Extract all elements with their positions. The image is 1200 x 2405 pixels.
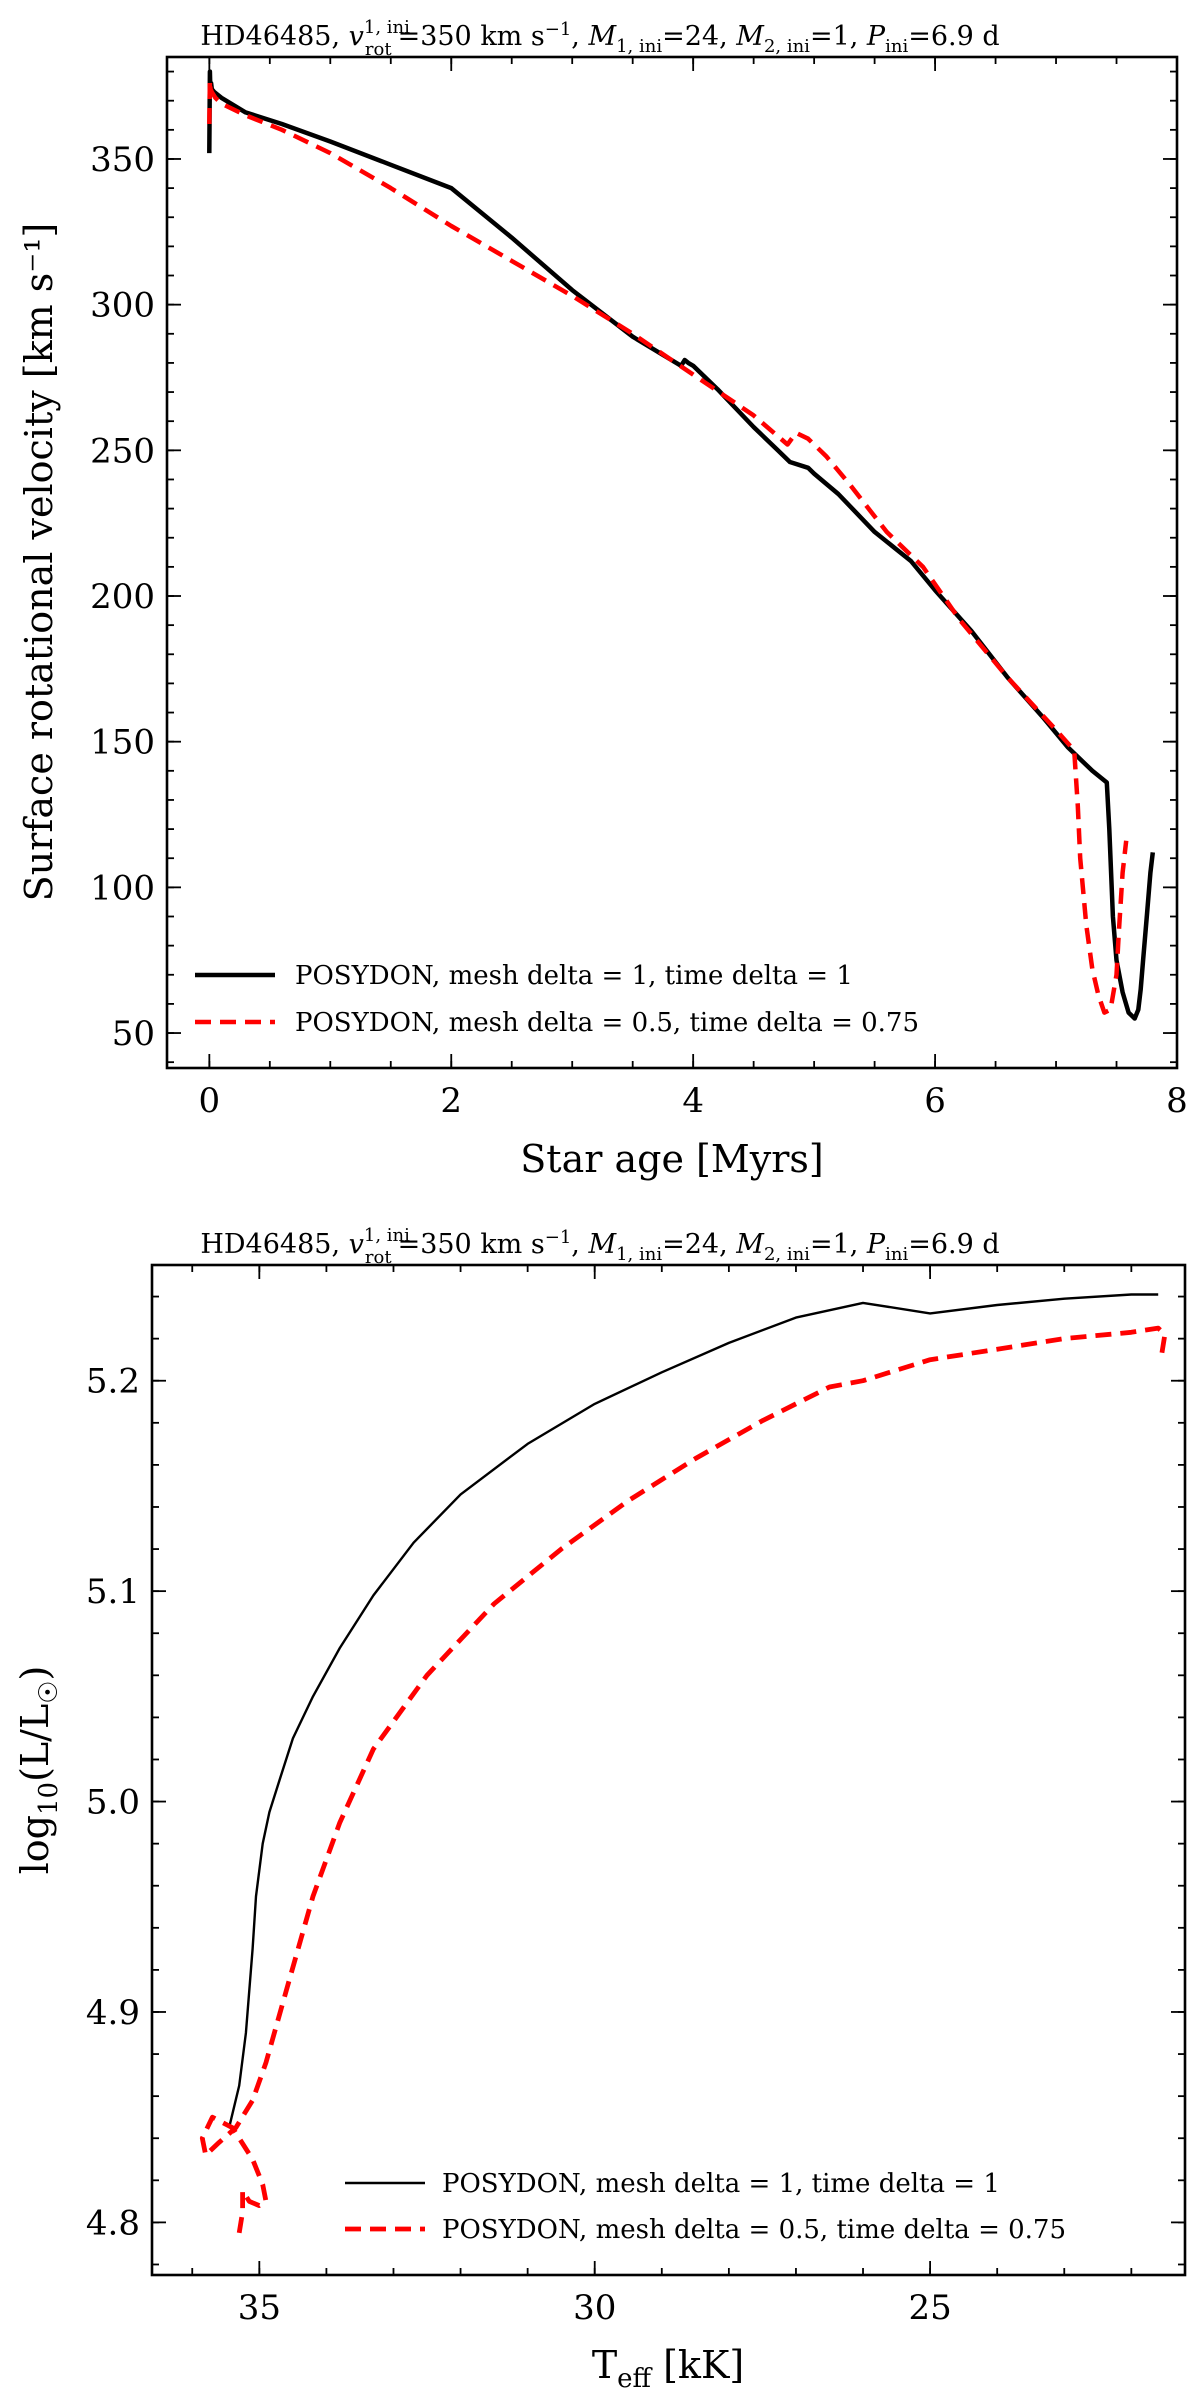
velocity-plot-frame [165,55,1179,1070]
hr-series-mesh1-time1 [227,1293,1159,2128]
hr-axis-ticks: 35 30 25 4.8 4.9 5.0 5.1 5.2 [86,1265,1185,2328]
hr-y-axis-title: log10(L/L☉) [13,1666,64,1875]
velocity-y-tick-label: 300 [90,286,155,326]
velocity-series-mesh05-time075 [207,78,1129,1015]
velocity-series-mesh1-time1 [207,69,1156,1021]
velocity-x-tick-label: 8 [1166,1081,1188,1121]
hr-legend: POSYDON, mesh delta = 1, time delta = 1 … [345,2169,1066,2245]
hr-y-tick-label: 4.9 [86,1993,140,2033]
hr-y-tick-label: 4.8 [86,2203,140,2243]
velocity-x-tick-label: 2 [440,1081,462,1121]
velocity-x-tick-label: 6 [924,1081,946,1121]
hr-x-axis-title: Teff [kK] [592,2343,744,2394]
velocity-x-axis-title: Star age [Myrs] [520,1137,823,1181]
velocity-legend-label-2: POSYDON, mesh delta = 0.5, time delta = … [295,1008,919,1038]
velocity-y-tick-label: 150 [90,723,155,763]
hr-y-tick-label: 5.1 [86,1572,140,1612]
velocity-axis-ticks: 0 2 4 6 8 50 100 150 200 250 300 350 [90,57,1188,1121]
hr-x-tick-label: 30 [573,2288,616,2328]
velocity-chart: HD46485, v1, ini rot =350 km s−1, M1, ini=… [17,17,1188,1181]
hr-y-tick-label: 5.0 [86,1783,140,1823]
velocity-x-tick-label: 4 [682,1081,704,1121]
velocity-chart-title: HD46485, v1, ini rot =350 km s−1, M1, ini=… [200,17,999,60]
velocity-x-tick-label: 0 [199,1081,221,1121]
velocity-y-tick-label: 50 [112,1014,155,1054]
hr-plot-frame [150,1263,1187,2277]
velocity-y-tick-label: 250 [90,431,155,471]
hr-x-tick-label: 35 [238,2288,281,2328]
hr-legend-label-1: POSYDON, mesh delta = 1, time delta = 1 [442,2169,1000,2199]
hr-series-mesh05-time075 [199,1325,1168,2234]
velocity-y-tick-label: 350 [90,140,155,180]
velocity-legend: POSYDON, mesh delta = 1, time delta = 1 … [195,961,919,1038]
velocity-y-tick-label: 100 [90,868,155,908]
velocity-y-axis-title: Surface rotational velocity [km s⁻¹] [17,223,61,902]
hr-diagram-chart: HD46485, v1, ini rot =350 km s−1, M1, ini=… [13,1225,1187,2394]
velocity-legend-label-1: POSYDON, mesh delta = 1, time delta = 1 [295,961,853,991]
velocity-y-tick-label: 200 [90,577,155,617]
hr-chart-title: HD46485, v1, ini rot =350 km s−1, M1, ini=… [200,1225,999,1268]
hr-legend-label-2: POSYDON, mesh delta = 0.5, time delta = … [442,2215,1066,2245]
hr-y-tick-label: 5.2 [86,1362,140,1402]
hr-x-tick-label: 25 [908,2288,951,2328]
